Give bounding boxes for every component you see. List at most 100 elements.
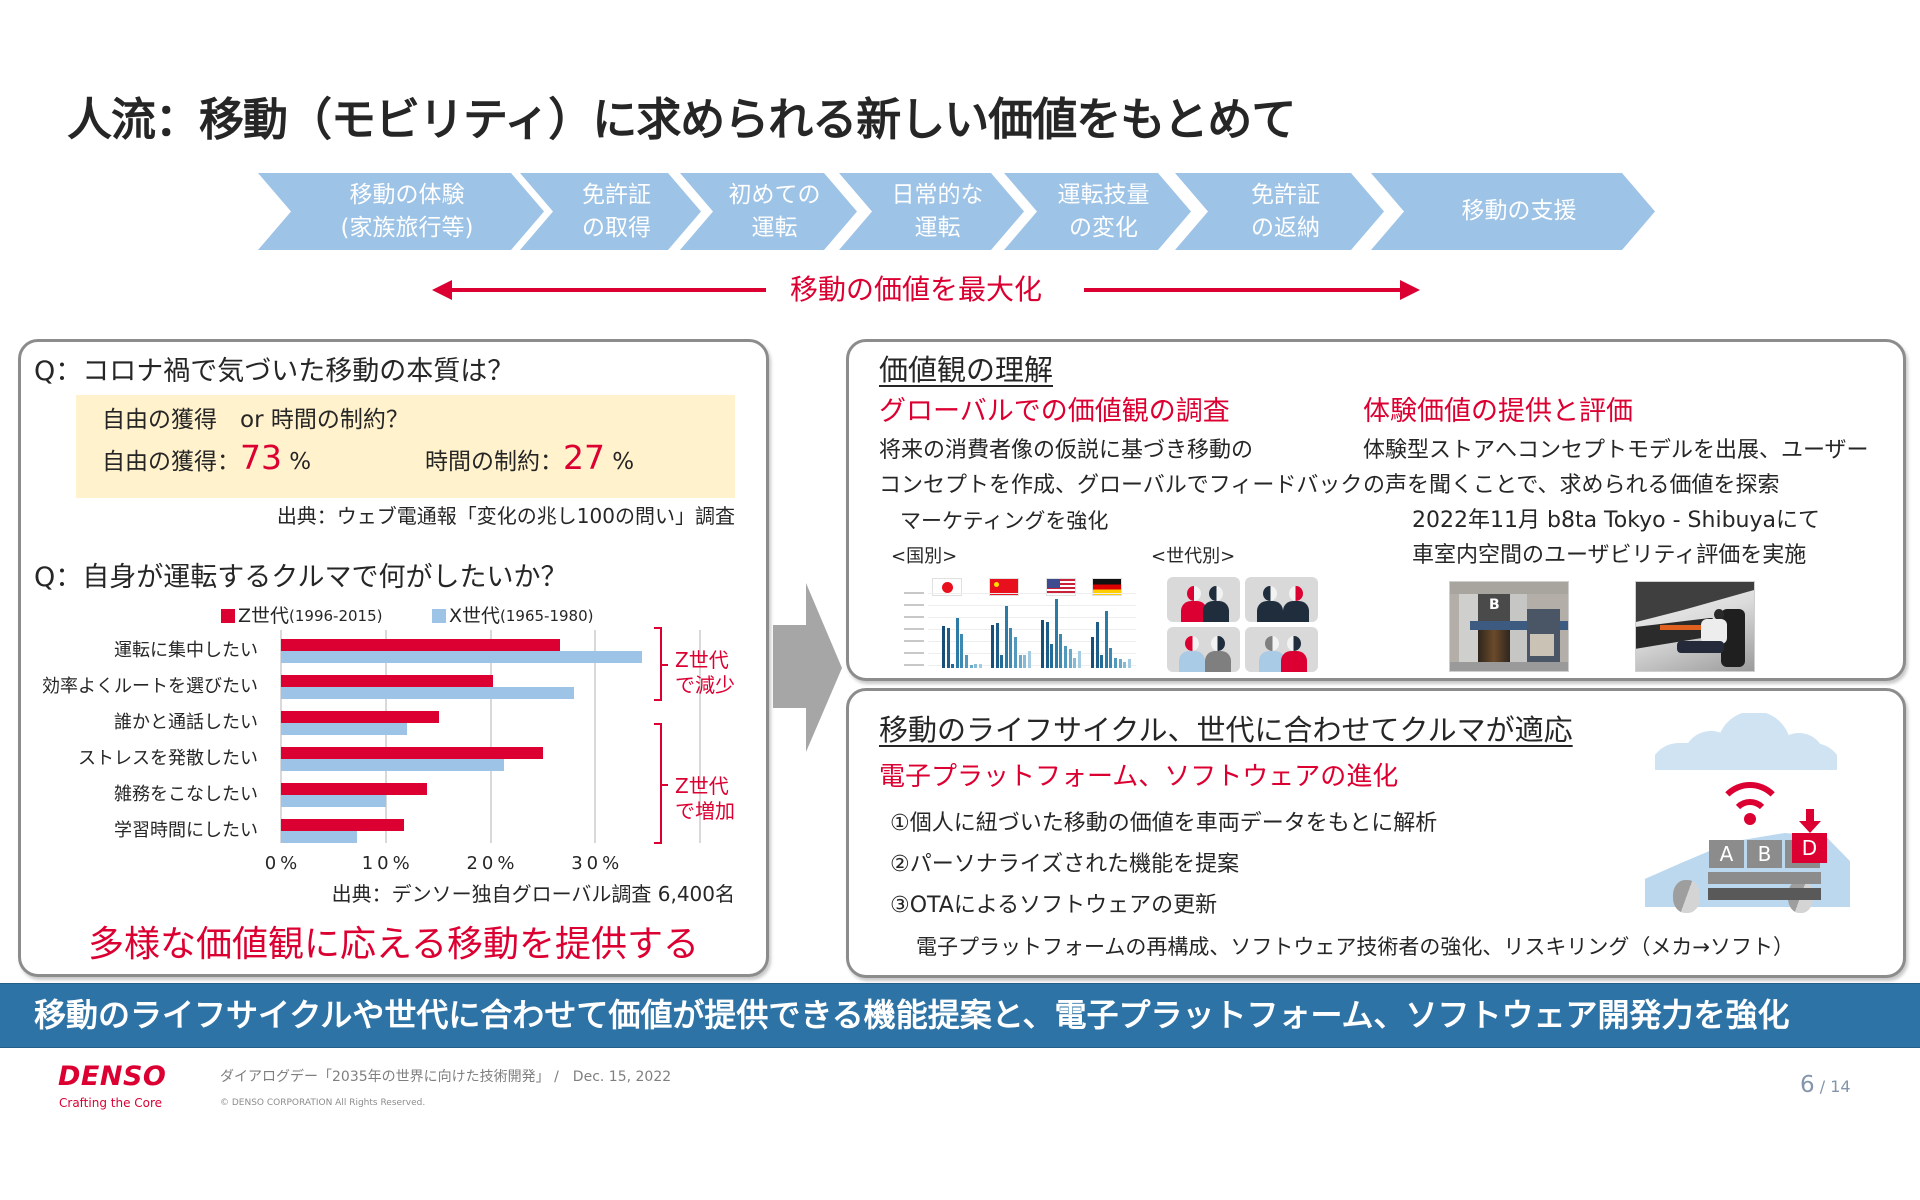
mini-bar [1023,654,1027,668]
global-survey-body: コンセプトを作成、グローバルでフィードバック [879,473,1363,498]
mini-tick-label [904,592,924,594]
experience-body: 体験型ストアへコンセプトモデルを出展、ユーザー [1363,438,1869,463]
mini-gridline [928,653,1136,654]
bracket-decrease [654,627,668,701]
lifecycle-step: 免許証 の返納 [1175,173,1384,250]
gridline [699,630,701,843]
step-line: 運転技量 [1057,181,1150,208]
y-axis-line [280,630,282,843]
time-result: 時間の制約：27 % [425,441,634,479]
generation-illustrations [1167,577,1318,672]
annotation-line: で減少 [675,673,735,697]
flag-germany-icon [1092,578,1122,596]
x-tick-label: 0% [264,853,302,874]
person-icon [1181,582,1207,622]
adapt-heading: 移動のライフサイクル、世代に合わせてクルマが適応 [879,713,1573,747]
arrow-right-icon [773,583,842,752]
person-icon [1257,582,1283,622]
freedom-result: 自由の獲得：73 % [102,441,311,479]
step-line: の変化 [1069,214,1138,241]
page-separator: / [1814,1077,1831,1096]
freedom-unit: % [282,449,312,475]
bar-gen-z [281,819,404,831]
list-item: ①個人に紐づいた移動の価値を車両データをもとに解析 [890,811,1438,836]
lifecycle-step: 移動の支援 [1371,173,1655,250]
mini-bar [1041,620,1044,668]
mini-bar [1123,661,1127,668]
page-total: 14 [1830,1077,1851,1096]
legend-label: X世代 [449,605,501,627]
mini-bar [1118,658,1122,668]
annotation-line: Z世代 [675,774,729,798]
cloud-icon [1655,713,1837,770]
step-line: 初めての [728,181,821,208]
time-value: 27 [563,438,605,477]
category-label: 効率よくルートを選びたい [42,676,258,697]
conclusion-text: 多様な価値観に応える移動を提供する [88,924,699,965]
arrow-right-icon [1400,280,1420,300]
gridline [489,630,492,843]
mini-gridline [928,629,1136,630]
person-icon [1259,632,1285,672]
lifecycle-step: 免許証 の取得 [520,173,701,250]
mini-bar [991,625,994,668]
q1-choice-text: 自由の獲得 or 時間の制約？ [102,407,409,433]
experience-body: の声を聞くことで、求められる価値を探索 [1363,473,1780,498]
mini-bar [978,663,982,668]
bar-gen-x [281,831,358,843]
event-date: Dec. 15, 2022 [572,1069,672,1085]
mini-bar [974,663,978,668]
mini-bar [1100,654,1104,668]
function-block-d: D [1792,833,1827,863]
lifecycle-adapt-panel: 移動のライフサイクル、世代に合わせてクルマが適応 電子プラットフォーム、ソフトウ… [846,688,1906,978]
bar-gen-x [281,795,386,807]
logo-tagline: Crafting the Core [59,1096,163,1110]
x-tick-label: 30% [571,853,624,874]
platform-layer [1708,872,1821,884]
mini-tick-label [904,640,924,642]
mini-bar [965,654,968,668]
flag-usa-icon [1046,578,1076,596]
platform-subtitle: 電子プラットフォーム、ソフトウェアの進化 [879,762,1399,792]
step-line: 移動の支援 [1461,198,1577,224]
annotation-increase: Z世代 で増加 [675,774,735,824]
experience-note: 2022年11月 b8ta Tokyo - Shibuyaにて [1412,508,1820,533]
legend-label: Z世代 [238,605,290,627]
category-label: 誰かと通話したい [114,712,258,733]
global-survey-title: グローバルでの価値観の調査 [879,396,1230,427]
ota-update-illustration: A B D [1641,708,1856,913]
function-block-b: B [1747,840,1782,868]
mini-gridline [928,593,1136,594]
person-icon [1281,632,1307,672]
mini-tick-label [904,652,924,654]
category-label: 雑務をこなしたい [114,784,258,805]
question-1: Q：コロナ禍で気づいた移動の本質は？ [34,356,515,387]
event-name: ダイアログデー「2035年の世界に向けた技術開発」 / [220,1069,559,1085]
mini-bar [995,623,999,668]
footer-event: ダイアログデー「2035年の世界に向けた技術開発」 / Dec. 15, 2022 [220,1067,671,1087]
mini-bar [1109,647,1113,668]
category-label: ストレスを発散したい [78,748,258,769]
arrow-left-icon [432,280,452,300]
experience-note: 車室内空間のユーザビリティ評価を実施 [1412,543,1807,568]
generation-cell [1167,577,1240,622]
survey-panel: Q：コロナ禍で気づいた移動の本質は？ 自由の獲得 or 時間の制約？ 自由の獲得… [18,339,769,977]
mini-bar [1054,598,1058,668]
legend-gen-x: X世代 (1965-1980) [432,604,594,628]
mini-bar [1114,658,1117,668]
annotation-line: で増加 [675,799,735,823]
mini-bar [1027,650,1031,668]
bar-gen-z [281,711,440,723]
lifecycle-step: 初めての 運転 [680,173,857,250]
bracket-increase [654,723,668,844]
summary-text: 移動のライフサイクルや世代に合わせて価値が提供できる機能提案と、電子プラットフォ… [34,996,1790,1034]
mini-bar [1077,651,1081,668]
mini-bar [1064,645,1067,668]
step-line: 移動の体験 [349,181,465,208]
legend-swatch-blue [432,609,446,623]
bar-gen-z [281,783,427,795]
q2-source: 出典：デンソー独自グローバル調査 6,400名 [331,882,735,906]
mini-bar [1127,658,1131,668]
by-country-label: <国別> [891,546,958,567]
generation-cell [1245,627,1318,672]
